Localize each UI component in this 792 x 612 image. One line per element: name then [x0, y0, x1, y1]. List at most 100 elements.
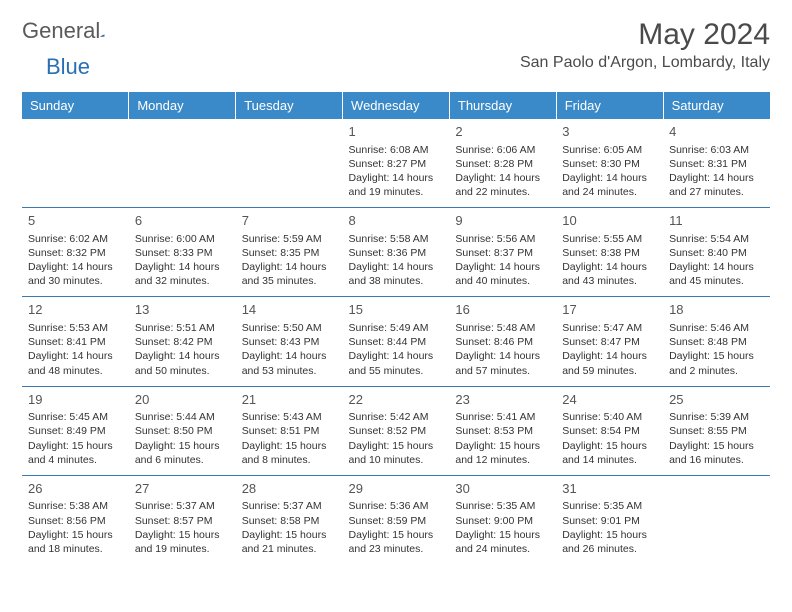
calendar-table: SundayMondayTuesdayWednesdayThursdayFrid… [22, 92, 770, 564]
day-info: Sunrise: 5:39 AMSunset: 8:55 PMDaylight:… [669, 410, 764, 467]
day-number: 18 [669, 301, 764, 319]
day-number: 24 [562, 391, 657, 409]
day-cell: 9 Sunrise: 5:56 AMSunset: 8:37 PMDaylight… [449, 208, 556, 297]
day-info: Sunrise: 5:45 AMSunset: 8:49 PMDaylight:… [28, 410, 123, 467]
week-row: 19Sunrise: 5:45 AMSunset: 8:49 PMDayligh… [22, 386, 770, 475]
calendar-body: 1 Sunrise: 6:08 AMSunset: 8:27 PMDaylight… [22, 119, 770, 564]
day-cell: 6 Sunrise: 6:00 AMSunset: 8:33 PMDaylight… [129, 208, 236, 297]
day-number: 9 [455, 212, 550, 230]
day-cell: 18Sunrise: 5:46 AMSunset: 8:48 PMDayligh… [663, 297, 770, 386]
brand-blue: Blue [46, 54, 90, 79]
empty-cell [663, 475, 770, 564]
day-cell: 28Sunrise: 5:37 AMSunset: 8:58 PMDayligh… [236, 475, 343, 564]
day-number: 20 [135, 391, 230, 409]
day-cell: 29Sunrise: 5:36 AMSunset: 8:59 PMDayligh… [343, 475, 450, 564]
day-cell: 31Sunrise: 5:35 AMSunset: 9:01 PMDayligh… [556, 475, 663, 564]
day-info: Sunrise: 5:55 AMSunset: 8:38 PMDaylight:… [562, 232, 657, 289]
day-number: 4 [669, 123, 764, 141]
day-cell: 8 Sunrise: 5:58 AMSunset: 8:36 PMDaylight… [343, 208, 450, 297]
day-cell: 11 Sunrise: 5:54 AMSunset: 8:40 PMDayligh… [663, 208, 770, 297]
day-info: Sunrise: 5:48 AMSunset: 8:46 PMDaylight:… [455, 321, 550, 378]
day-number: 11 [669, 212, 764, 230]
day-number: 17 [562, 301, 657, 319]
day-number: 7 [242, 212, 337, 230]
day-number: 15 [349, 301, 444, 319]
day-info: Sunrise: 6:05 AMSunset: 8:30 PMDaylight:… [562, 143, 657, 200]
weekday-saturday: Saturday [663, 92, 770, 119]
day-info: Sunrise: 5:54 AMSunset: 8:40 PMDaylight:… [669, 232, 764, 289]
day-info: Sunrise: 5:40 AMSunset: 8:54 PMDaylight:… [562, 410, 657, 467]
day-info: Sunrise: 5:53 AMSunset: 8:41 PMDaylight:… [28, 321, 123, 378]
week-row: 5 Sunrise: 6:02 AMSunset: 8:32 PMDaylight… [22, 208, 770, 297]
day-info: Sunrise: 6:02 AMSunset: 8:32 PMDaylight:… [28, 232, 123, 289]
day-number: 29 [349, 480, 444, 498]
day-info: Sunrise: 5:35 AMSunset: 9:00 PMDaylight:… [455, 499, 550, 556]
day-cell: 23Sunrise: 5:41 AMSunset: 8:53 PMDayligh… [449, 386, 556, 475]
empty-cell [236, 119, 343, 208]
day-number: 1 [349, 123, 444, 141]
weekday-wednesday: Wednesday [343, 92, 450, 119]
day-cell: 3 Sunrise: 6:05 AMSunset: 8:30 PMDaylight… [556, 119, 663, 208]
day-cell: 16 Sunrise: 5:48 AMSunset: 8:46 PMDayligh… [449, 297, 556, 386]
brand-general: General [22, 18, 100, 44]
day-number: 25 [669, 391, 764, 409]
week-row: 26Sunrise: 5:38 AMSunset: 8:56 PMDayligh… [22, 475, 770, 564]
month-title: May 2024 [520, 18, 770, 52]
day-number: 6 [135, 212, 230, 230]
day-info: Sunrise: 5:47 AMSunset: 8:47 PMDaylight:… [562, 321, 657, 378]
day-number: 13 [135, 301, 230, 319]
brand-logo: General [22, 18, 126, 44]
day-info: Sunrise: 5:41 AMSunset: 8:53 PMDaylight:… [455, 410, 550, 467]
day-number: 3 [562, 123, 657, 141]
day-number: 27 [135, 480, 230, 498]
day-cell: 25Sunrise: 5:39 AMSunset: 8:55 PMDayligh… [663, 386, 770, 475]
day-number: 19 [28, 391, 123, 409]
day-info: Sunrise: 5:44 AMSunset: 8:50 PMDaylight:… [135, 410, 230, 467]
day-number: 8 [349, 212, 444, 230]
week-row: 1 Sunrise: 6:08 AMSunset: 8:27 PMDaylight… [22, 119, 770, 208]
empty-cell [22, 119, 129, 208]
day-info: Sunrise: 5:59 AMSunset: 8:35 PMDaylight:… [242, 232, 337, 289]
day-cell: 20Sunrise: 5:44 AMSunset: 8:50 PMDayligh… [129, 386, 236, 475]
day-info: Sunrise: 5:38 AMSunset: 8:56 PMDaylight:… [28, 499, 123, 556]
day-info: Sunrise: 5:35 AMSunset: 9:01 PMDaylight:… [562, 499, 657, 556]
day-number: 21 [242, 391, 337, 409]
day-cell: 19Sunrise: 5:45 AMSunset: 8:49 PMDayligh… [22, 386, 129, 475]
day-cell: 4 Sunrise: 6:03 AMSunset: 8:31 PMDaylight… [663, 119, 770, 208]
day-info: Sunrise: 6:00 AMSunset: 8:33 PMDaylight:… [135, 232, 230, 289]
empty-cell [129, 119, 236, 208]
day-info: Sunrise: 5:58 AMSunset: 8:36 PMDaylight:… [349, 232, 444, 289]
day-cell: 21Sunrise: 5:43 AMSunset: 8:51 PMDayligh… [236, 386, 343, 475]
weekday-friday: Friday [556, 92, 663, 119]
day-cell: 1 Sunrise: 6:08 AMSunset: 8:27 PMDaylight… [343, 119, 450, 208]
day-info: Sunrise: 5:43 AMSunset: 8:51 PMDaylight:… [242, 410, 337, 467]
day-info: Sunrise: 6:08 AMSunset: 8:27 PMDaylight:… [349, 143, 444, 200]
day-number: 5 [28, 212, 123, 230]
day-cell: 10 Sunrise: 5:55 AMSunset: 8:38 PMDayligh… [556, 208, 663, 297]
week-row: 12Sunrise: 5:53 AMSunset: 8:41 PMDayligh… [22, 297, 770, 386]
day-info: Sunrise: 6:03 AMSunset: 8:31 PMDaylight:… [669, 143, 764, 200]
day-cell: 27Sunrise: 5:37 AMSunset: 8:57 PMDayligh… [129, 475, 236, 564]
day-cell: 15 Sunrise: 5:49 AMSunset: 8:44 PMDayligh… [343, 297, 450, 386]
day-number: 16 [455, 301, 550, 319]
day-info: Sunrise: 5:36 AMSunset: 8:59 PMDaylight:… [349, 499, 444, 556]
day-number: 22 [349, 391, 444, 409]
day-cell: 26Sunrise: 5:38 AMSunset: 8:56 PMDayligh… [22, 475, 129, 564]
day-number: 30 [455, 480, 550, 498]
day-cell: 7 Sunrise: 5:59 AMSunset: 8:35 PMDaylight… [236, 208, 343, 297]
day-number: 23 [455, 391, 550, 409]
day-cell: 12Sunrise: 5:53 AMSunset: 8:41 PMDayligh… [22, 297, 129, 386]
day-number: 10 [562, 212, 657, 230]
day-info: Sunrise: 5:56 AMSunset: 8:37 PMDaylight:… [455, 232, 550, 289]
day-number: 26 [28, 480, 123, 498]
day-cell: 13Sunrise: 5:51 AMSunset: 8:42 PMDayligh… [129, 297, 236, 386]
day-cell: 24Sunrise: 5:40 AMSunset: 8:54 PMDayligh… [556, 386, 663, 475]
day-info: Sunrise: 5:42 AMSunset: 8:52 PMDaylight:… [349, 410, 444, 467]
weekday-header: SundayMondayTuesdayWednesdayThursdayFrid… [22, 92, 770, 119]
day-number: 14 [242, 301, 337, 319]
day-info: Sunrise: 5:49 AMSunset: 8:44 PMDaylight:… [349, 321, 444, 378]
day-info: Sunrise: 5:50 AMSunset: 8:43 PMDaylight:… [242, 321, 337, 378]
day-cell: 2Sunrise: 6:06 AMSunset: 8:28 PMDaylight… [449, 119, 556, 208]
day-cell: 5 Sunrise: 6:02 AMSunset: 8:32 PMDaylight… [22, 208, 129, 297]
weekday-tuesday: Tuesday [236, 92, 343, 119]
